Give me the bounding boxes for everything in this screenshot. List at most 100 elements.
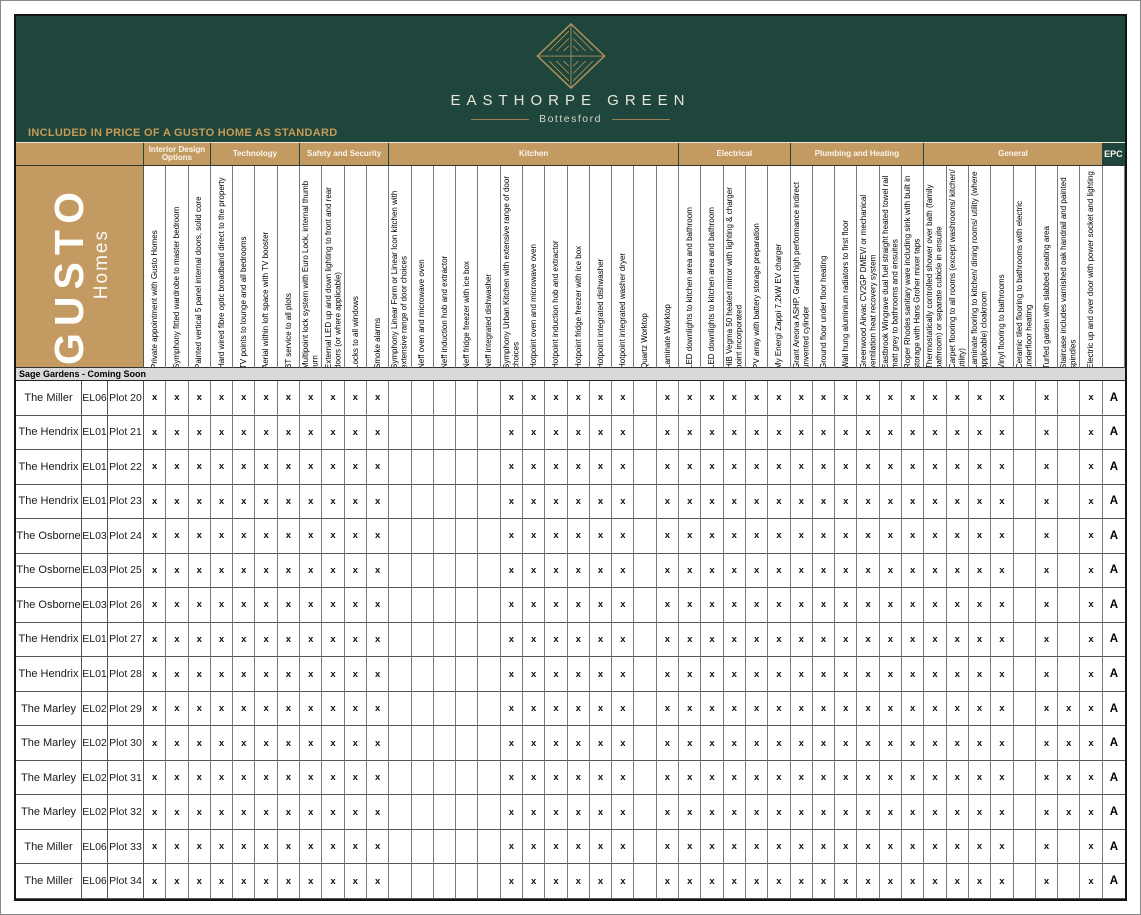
feature-cell: x — [768, 381, 791, 416]
feature-cell: x — [545, 864, 568, 899]
feature-cell: x — [790, 450, 813, 485]
feature-cell: x — [255, 691, 278, 727]
feature-cell: x — [812, 553, 836, 589]
feature-cell: x — [612, 484, 635, 520]
feature-cell: x — [300, 381, 323, 416]
feature-cell: x — [968, 484, 992, 520]
feature-cell: x — [723, 450, 746, 485]
plot-name-cell: The Hendrix — [16, 657, 82, 692]
feature-cell: x — [144, 415, 167, 451]
feature-cell: x — [567, 415, 590, 451]
feature-cell — [478, 760, 501, 796]
feature-cell: x — [567, 553, 590, 589]
feature-cell: x — [233, 588, 256, 623]
feature-cell — [389, 553, 412, 589]
epc-cell: A — [1102, 795, 1125, 830]
feature-cell: x — [545, 381, 568, 416]
feature-cell: x — [545, 726, 568, 761]
feature-cell: x — [612, 622, 635, 658]
feature-cell: x — [701, 519, 724, 554]
feature-cell: x — [745, 760, 769, 796]
feature-cell: x — [322, 415, 345, 451]
feature-cell: x — [144, 864, 167, 899]
feature-cell: x — [968, 691, 992, 727]
feature-cell: x — [812, 415, 836, 451]
feature-cell — [411, 864, 434, 899]
feature-cell: x — [835, 588, 858, 623]
feature-cell: x — [968, 381, 992, 416]
feature-cell — [478, 484, 501, 520]
feature-cell: x — [701, 484, 724, 520]
feature-cell: x — [835, 519, 858, 554]
feature-cell: x — [946, 691, 969, 727]
feature-cell: x — [166, 726, 189, 761]
feature-cell: x — [523, 795, 546, 830]
feature-cell: x — [701, 864, 724, 899]
feature-cell: x — [523, 726, 546, 761]
feature-cell — [411, 795, 434, 830]
feature-cell — [478, 864, 501, 899]
feature-cell — [634, 760, 657, 796]
feature-cell: x — [277, 519, 301, 554]
feature-cell: x — [946, 795, 969, 830]
plot-code-cell: EL01 — [82, 450, 108, 485]
feature-cell: x — [277, 484, 301, 520]
feature-cell: x — [768, 484, 791, 520]
plot-name-cell: The Hendrix — [16, 415, 82, 451]
feature-cell: x — [745, 588, 769, 623]
feature-cell: x — [255, 588, 278, 623]
feature-cell: x — [879, 381, 903, 416]
feature-cell: x — [545, 657, 568, 692]
feature-cell: x — [255, 622, 278, 658]
feature-cell: x — [567, 381, 590, 416]
feature-cell: x — [745, 864, 769, 899]
feature-cell: x — [523, 415, 546, 451]
feature-cell: x — [210, 760, 234, 796]
feature-cell — [1058, 829, 1081, 865]
feature-cell: x — [835, 726, 858, 761]
feature-cell: x — [835, 622, 858, 658]
feature-cell: x — [812, 381, 836, 416]
feature-cell: x — [500, 450, 524, 485]
feature-cell: x — [589, 691, 613, 727]
category-cell: Safety and Security — [300, 143, 390, 166]
estate-name: EASTHORPE GREEN — [450, 92, 691, 109]
feature-cell: x — [745, 484, 769, 520]
feature-cell: x — [1035, 415, 1059, 451]
feature-cell: x — [790, 726, 813, 761]
feature-cell — [389, 484, 412, 520]
feature-cell — [456, 588, 479, 623]
feature-cell: x — [1035, 795, 1059, 830]
feature-cell: x — [790, 484, 813, 520]
plot-code-cell: EL01 — [82, 622, 108, 658]
feature-cell: x — [589, 553, 613, 589]
feature-cell: x — [500, 864, 524, 899]
feature-cell: x — [924, 760, 947, 796]
feature-cell: x — [1080, 795, 1103, 830]
feature-cell: x — [679, 795, 702, 830]
feature-cell: x — [612, 588, 635, 623]
feature-cell — [456, 415, 479, 451]
plot-number-cell: Plot 20 — [108, 381, 144, 416]
feature-cell: x — [545, 795, 568, 830]
feature-cell — [411, 691, 434, 727]
feature-cell: x — [545, 760, 568, 796]
feature-cell: x — [545, 450, 568, 485]
feature-cell: x — [366, 864, 390, 899]
feature-cell: x — [233, 795, 256, 830]
feature-cell: x — [968, 726, 992, 761]
feature-cell: x — [144, 588, 167, 623]
feature-cell: x — [144, 691, 167, 727]
column-header: Ceramic tiled flooring to bathrooms with… — [1013, 166, 1036, 368]
feature-cell: x — [991, 760, 1014, 796]
feature-cell: x — [344, 622, 367, 658]
feature-cell: x — [946, 415, 969, 451]
feature-cell: x — [366, 519, 390, 554]
feature-cell: x — [790, 622, 813, 658]
feature-cell: x — [300, 726, 323, 761]
feature-cell: x — [1080, 450, 1103, 485]
feature-cell: x — [300, 691, 323, 727]
column-header: Hard wired fibre optic broadband direct … — [210, 166, 234, 368]
feature-cell: x — [255, 553, 278, 589]
feature-cell: x — [300, 795, 323, 830]
